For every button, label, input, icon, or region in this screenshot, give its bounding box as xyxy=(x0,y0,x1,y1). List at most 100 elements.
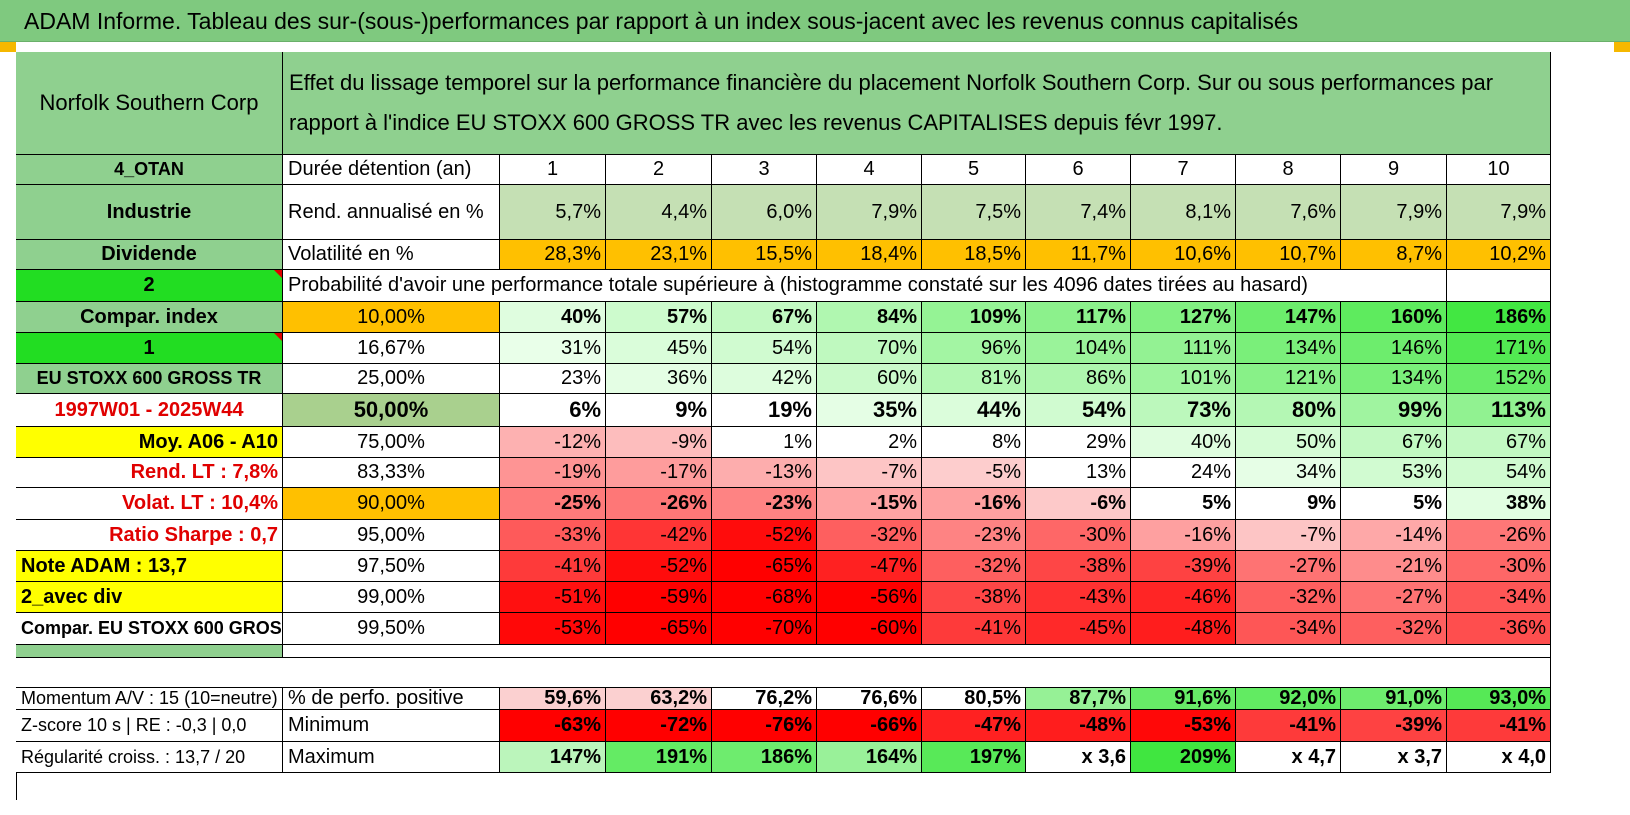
percentile-cell: -21% xyxy=(1341,551,1447,582)
maximum-cell: x 4,0 xyxy=(1447,742,1551,773)
percentile-cell: -7% xyxy=(1236,520,1341,551)
rend-cell: 8,1% xyxy=(1131,185,1236,240)
percentile-label: 83,33% xyxy=(283,458,500,488)
volat-cell: 8,7% xyxy=(1341,240,1447,270)
percentile-cell: -5% xyxy=(922,458,1026,488)
rend-cell: 7,5% xyxy=(922,185,1026,240)
percentile-cell: -16% xyxy=(922,488,1026,520)
percentile-cell: 67% xyxy=(1447,427,1551,458)
percentile-cell: 2% xyxy=(817,427,922,458)
minimum-cell: -48% xyxy=(1026,710,1131,742)
percentile-cell: 86% xyxy=(1026,364,1131,394)
percentile-cell: 70% xyxy=(817,333,922,364)
percentile-cell: -27% xyxy=(1236,551,1341,582)
year-header: 6 xyxy=(1026,155,1131,185)
percentile-cell: -36% xyxy=(1447,613,1551,645)
percentile-cell: 6% xyxy=(500,394,606,427)
minimum-cell: -63% xyxy=(500,710,606,742)
rend-cell: 7,9% xyxy=(1447,185,1551,240)
minimum-cell: -76% xyxy=(712,710,817,742)
percentile-cell: 160% xyxy=(1341,302,1447,333)
percentile-cell: -23% xyxy=(712,488,817,520)
value-1-label: 1 xyxy=(16,333,283,364)
percentile-cell: 73% xyxy=(1131,394,1236,427)
percentile-cell: 54% xyxy=(1026,394,1131,427)
period-label: 1997W01 - 2025W44 xyxy=(16,394,283,427)
maximum-cell: 209% xyxy=(1131,742,1236,773)
year-header: 8 xyxy=(1236,155,1341,185)
percentile-cell: 50% xyxy=(1236,427,1341,458)
percentile-cell: 40% xyxy=(500,302,606,333)
percentile-cell: 57% xyxy=(606,302,712,333)
percentile-cell: -59% xyxy=(606,582,712,613)
percentile-cell: -65% xyxy=(606,613,712,645)
minimum-cell: -47% xyxy=(922,710,1026,742)
percentile-cell: 147% xyxy=(1236,302,1341,333)
percentile-cell: 23% xyxy=(500,364,606,394)
accent-right xyxy=(1614,42,1630,52)
percentile-cell: -48% xyxy=(1131,613,1236,645)
pct-pos-cell: 91,6% xyxy=(1131,688,1236,710)
percentile-cell: 96% xyxy=(922,333,1026,364)
percentile-cell: -38% xyxy=(922,582,1026,613)
percentile-cell: -60% xyxy=(817,613,922,645)
percentile-cell: -12% xyxy=(500,427,606,458)
performance-table: Norfolk Southern Corp Effet du lissage te… xyxy=(16,52,1613,812)
percentile-cell: -39% xyxy=(1131,551,1236,582)
percentile-cell: -13% xyxy=(712,458,817,488)
percentile-cell: -56% xyxy=(817,582,922,613)
percentile-cell: -14% xyxy=(1341,520,1447,551)
percentile-cell: 9% xyxy=(606,394,712,427)
proba-empty-cell xyxy=(1447,270,1551,302)
sharpe-label: Ratio Sharpe : 0,7 xyxy=(16,520,283,551)
duree-label: Durée détention (an) xyxy=(283,155,500,185)
year-header: 2 xyxy=(606,155,712,185)
percentile-cell: 31% xyxy=(500,333,606,364)
percentile-cell: 134% xyxy=(1341,364,1447,394)
moy-label: Moy. A06 - A10 xyxy=(16,427,283,458)
percentile-cell: 1% xyxy=(712,427,817,458)
maximum-label: Maximum xyxy=(283,742,500,773)
percentile-cell: 54% xyxy=(712,333,817,364)
year-header: 7 xyxy=(1131,155,1236,185)
value-2-label: 2 xyxy=(16,270,283,302)
percentile-cell: -27% xyxy=(1341,582,1447,613)
title-bar: ADAM Informe. Tableau des sur-(sous-)per… xyxy=(0,0,1630,42)
percentile-cell: -46% xyxy=(1131,582,1236,613)
rend-cell: 5,7% xyxy=(500,185,606,240)
year-header: 1 xyxy=(500,155,606,185)
proba-label: Probabilité d'avoir une performance tota… xyxy=(283,270,1447,302)
minimum-cell: -39% xyxy=(1341,710,1447,742)
volat-cell: 10,2% xyxy=(1447,240,1551,270)
percentile-cell: 171% xyxy=(1447,333,1551,364)
percentile-cell: 36% xyxy=(606,364,712,394)
percentile-cell: 8% xyxy=(922,427,1026,458)
percentile-cell: -25% xyxy=(500,488,606,520)
percentile-cell: 109% xyxy=(922,302,1026,333)
accent-left xyxy=(0,42,16,52)
otan-label: 4_OTAN xyxy=(16,155,283,185)
percentile-cell: 54% xyxy=(1447,458,1551,488)
volat-cell: 10,7% xyxy=(1236,240,1341,270)
rend-lt-label: Rend. LT : 7,8% xyxy=(16,458,283,488)
percentile-cell: 80% xyxy=(1236,394,1341,427)
maximum-cell: 164% xyxy=(817,742,922,773)
percentile-cell: -16% xyxy=(1131,520,1236,551)
volat-label: Volatilité en % xyxy=(283,240,500,270)
percentile-cell: 186% xyxy=(1447,302,1551,333)
compar-eu-label: Compar. EU STOXX 600 GROSS TR xyxy=(16,613,283,645)
percentile-cell: 38% xyxy=(1447,488,1551,520)
percentile-label: 95,00% xyxy=(283,520,500,551)
percentile-cell: 60% xyxy=(817,364,922,394)
minimum-cell: -66% xyxy=(817,710,922,742)
separator-green xyxy=(16,645,283,658)
percentile-cell: 67% xyxy=(712,302,817,333)
rend-cell: 7,6% xyxy=(1236,185,1341,240)
percentile-cell: -52% xyxy=(712,520,817,551)
minimum-cell: -72% xyxy=(606,710,712,742)
percentile-cell: 113% xyxy=(1447,394,1551,427)
percentile-cell: -33% xyxy=(500,520,606,551)
maximum-cell: 186% xyxy=(712,742,817,773)
percentile-cell: 104% xyxy=(1026,333,1131,364)
year-header: 9 xyxy=(1341,155,1447,185)
